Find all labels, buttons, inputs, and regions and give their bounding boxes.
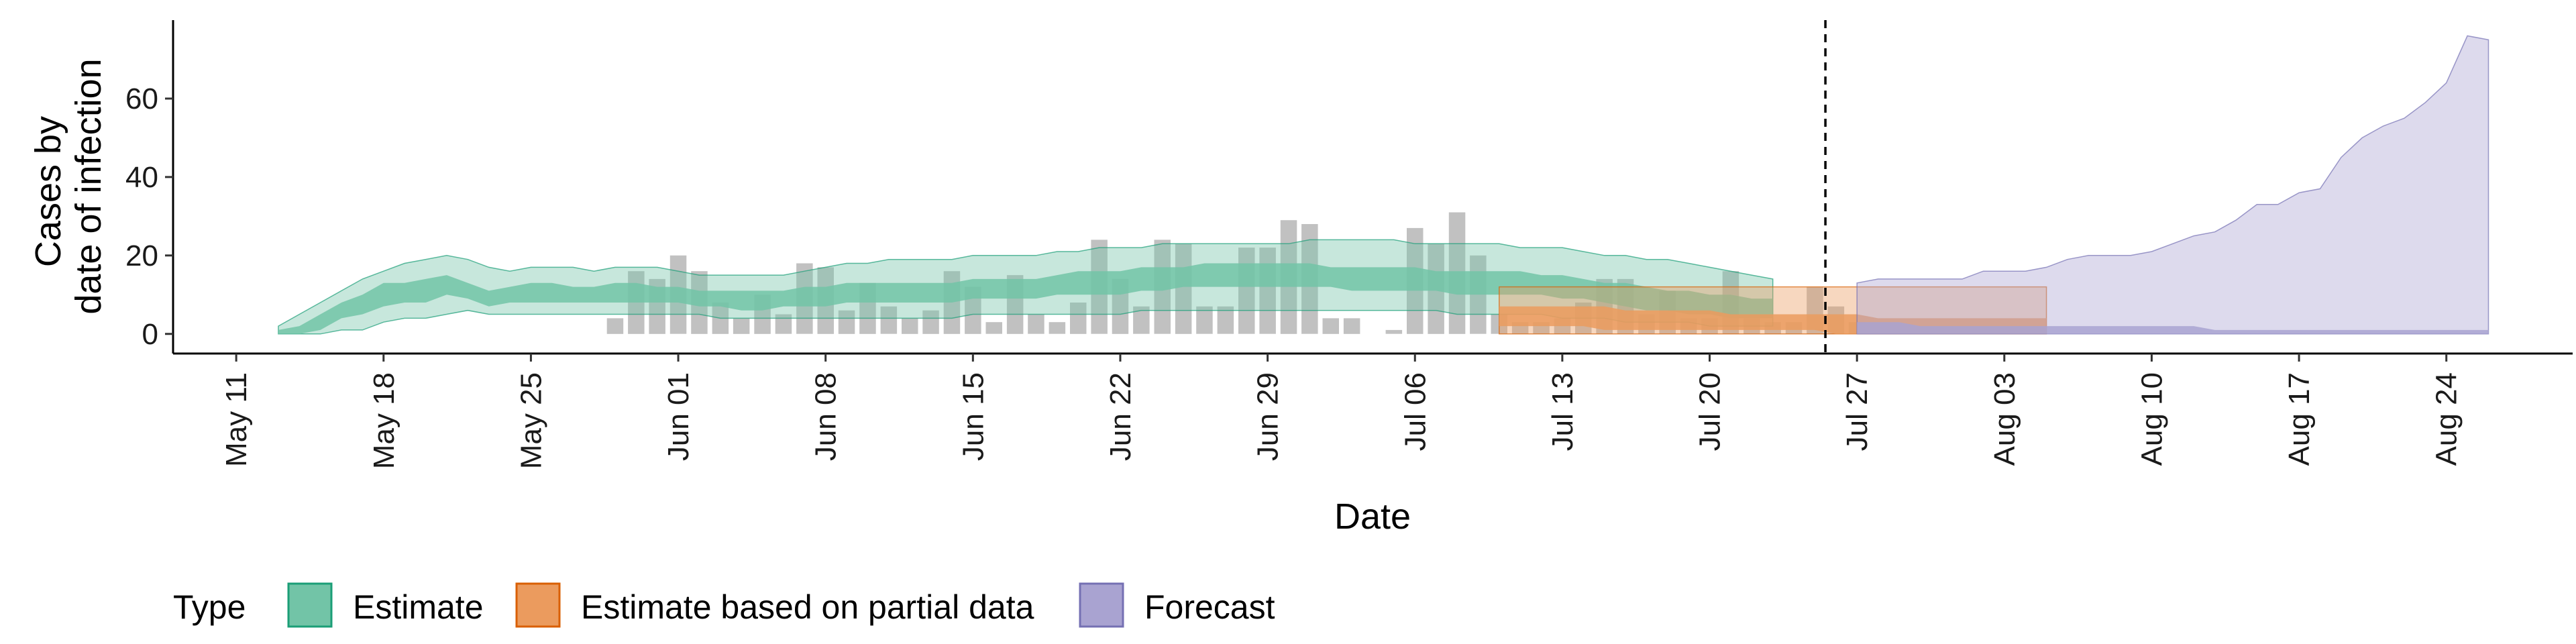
- observed-bar: [1322, 318, 1339, 334]
- observed-bar: [1217, 306, 1234, 334]
- axes: [172, 20, 2573, 355]
- y-tick-label: 0: [142, 318, 158, 351]
- legend: Type Estimate Estimate based on partial da…: [173, 582, 1275, 628]
- legend-key-estimate-based-on-partial-data: [515, 582, 561, 628]
- forecast-outer-band: [1856, 35, 2489, 335]
- x-tick-label: Jul 06: [1399, 372, 1432, 451]
- observed-bar: [1070, 303, 1087, 334]
- x-tick-label: Jul 27: [1841, 372, 1874, 451]
- x-tick-label: Jun 08: [810, 372, 843, 461]
- legend-key-estimate: [287, 582, 333, 628]
- x-tick-label: May 18: [368, 372, 400, 469]
- observed-bar: [1049, 322, 1066, 334]
- y-axis-title-line-2: date of infection: [68, 58, 109, 314]
- x-tick-label: Jul 20: [1694, 372, 1727, 451]
- observed-bar: [1028, 314, 1044, 334]
- observed-bar: [1238, 248, 1255, 334]
- x-axis-ticks: May 11 May 18 May 25 Jun 01 Jun 08 Jun 15 Jun …: [220, 354, 2463, 469]
- x-tick-label: Jun 01: [662, 372, 695, 461]
- observed-bar: [733, 318, 750, 334]
- forecast-inner-band: [1857, 322, 2489, 334]
- y-tick-label: 20: [125, 239, 158, 272]
- x-tick-label: May 25: [515, 372, 547, 469]
- y-axis-title: Cases by date of infection: [28, 58, 109, 314]
- legend-key-forecast: [1079, 582, 1124, 628]
- x-tick-label: Jun 15: [957, 372, 989, 461]
- observed-bar: [985, 322, 1002, 334]
- observed-bar: [880, 306, 898, 334]
- observed-bar: [838, 310, 855, 334]
- observed-bar: [1175, 244, 1192, 334]
- observed-bar: [775, 314, 792, 334]
- y-axis-title-line-1: Cases by: [28, 116, 68, 267]
- observed-bar: [1259, 248, 1276, 334]
- observed-bar: [606, 318, 624, 334]
- x-tick-label: Aug 17: [2283, 372, 2316, 466]
- legend-label-forecast: Forecast: [1144, 588, 1275, 626]
- y-tick-label: 40: [125, 161, 158, 194]
- x-tick-label: Aug 03: [1988, 372, 2021, 466]
- y-axis-ticks: 0 20 40 60: [125, 83, 173, 351]
- legend-label-estimate: Estimate: [353, 588, 484, 626]
- x-tick-label: Jun 22: [1104, 372, 1137, 461]
- x-tick-label: Aug 10: [2136, 372, 2169, 466]
- observed-bar: [1385, 329, 1403, 334]
- observed-bar: [922, 310, 939, 334]
- legend-label-estimate-based-on-partial-data: Estimate based on partial data: [581, 588, 1034, 626]
- observed-bar: [902, 318, 918, 334]
- x-axis-title: Date: [1334, 496, 1411, 537]
- x-tick-label: Jul 13: [1546, 372, 1579, 451]
- estimate-bands: [278, 35, 2489, 335]
- x-tick-label: Jun 29: [1252, 372, 1285, 461]
- y-tick-label: 60: [125, 83, 158, 115]
- x-tick-label: Aug 24: [2430, 372, 2463, 466]
- x-tick-label: May 11: [220, 372, 253, 467]
- estimate-inner-band: [278, 263, 1773, 334]
- observed-bar: [1343, 318, 1360, 334]
- observed-bar: [1196, 306, 1213, 334]
- legend-title: Type: [173, 588, 246, 626]
